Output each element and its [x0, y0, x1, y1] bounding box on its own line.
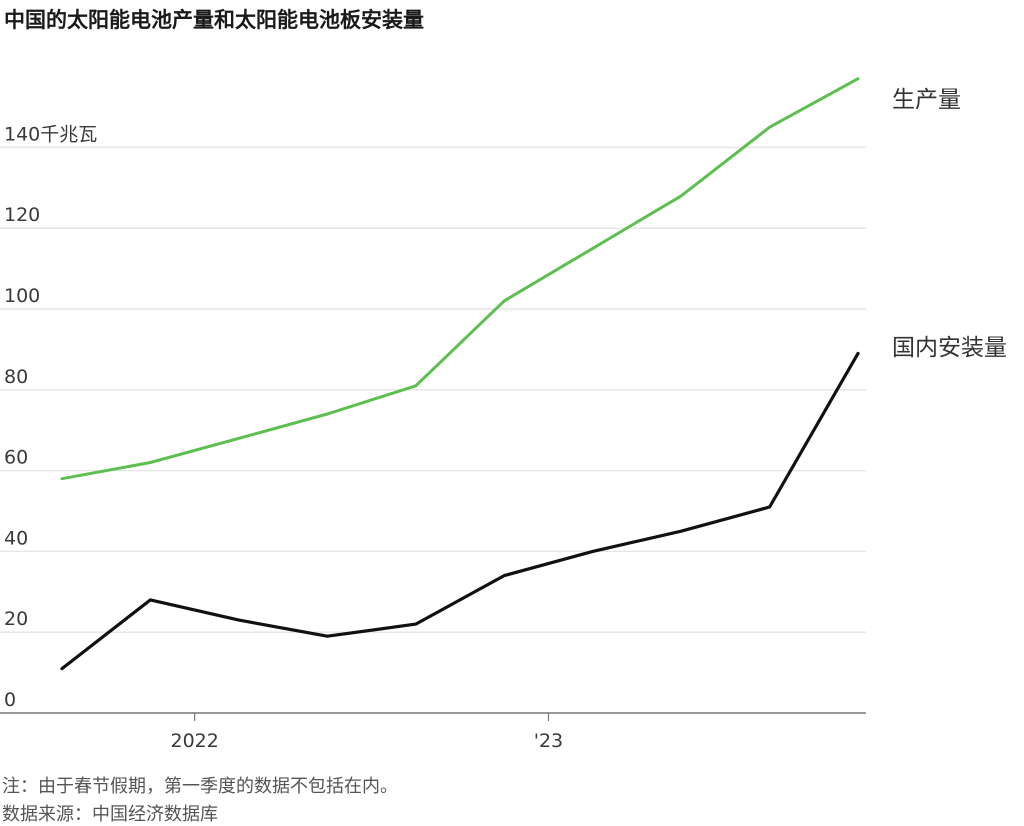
x-axis: 2022 '23 — [0, 712, 866, 752]
y-tick-label: 20 — [4, 608, 28, 630]
series-label: 国内安装量 — [892, 335, 1007, 361]
series-line-installation — [60, 351, 860, 671]
y-tick-label: 120 — [4, 204, 40, 226]
source-note: 数据来源：中国经济数据库 — [2, 804, 218, 825]
chart-title: 中国的太阳能电池产量和太阳能电池板安装量 — [4, 8, 424, 32]
x-tick-label: '23 — [534, 730, 563, 752]
footnote: 注：由于春节假期，第一季度的数据不包括在内。 — [2, 776, 398, 797]
x-tick-label: 2022 — [170, 730, 218, 752]
y-tick-label: 100 — [4, 285, 40, 307]
y-tick-label: 60 — [4, 447, 28, 469]
y-axis-labels: 0 20 40 60 80 100 120 140千兆瓦 — [4, 123, 97, 711]
y-tick-label: 140千兆瓦 — [4, 123, 97, 145]
series-line-production — [60, 77, 860, 481]
series-lines — [60, 77, 860, 671]
y-tick-label: 0 — [4, 689, 16, 711]
gridlines — [0, 146, 866, 633]
series-label: 生产量 — [892, 87, 961, 113]
y-tick-label: 80 — [4, 366, 28, 388]
y-tick-label: 40 — [4, 527, 28, 549]
